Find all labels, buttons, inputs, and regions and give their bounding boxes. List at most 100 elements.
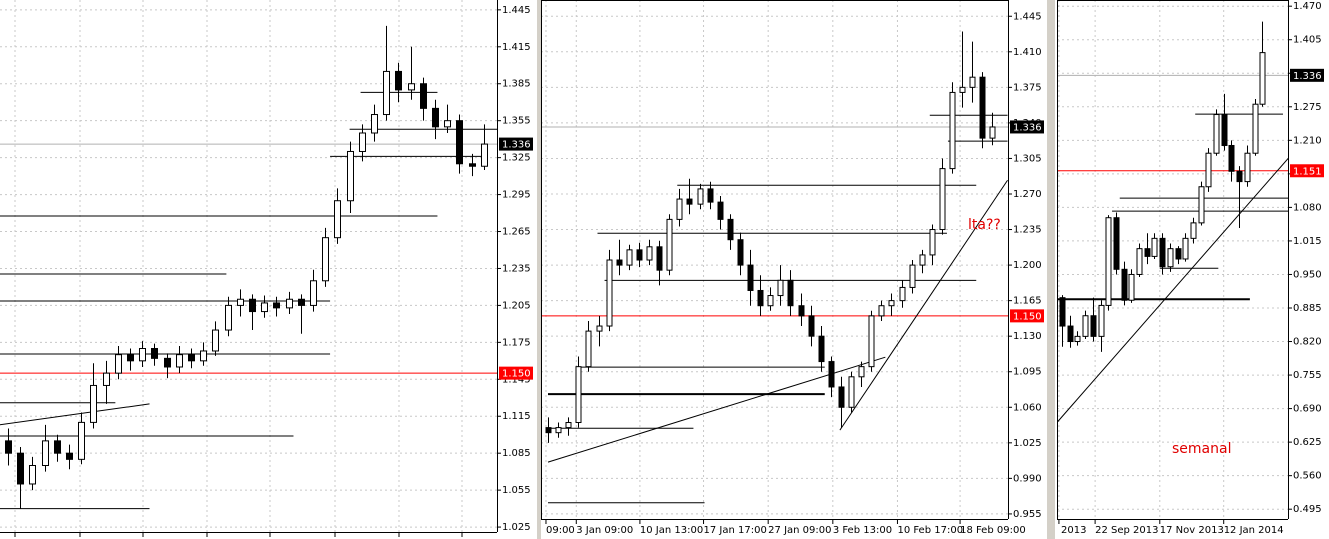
x-tick-label: 17 Nov 2013 bbox=[1160, 525, 1224, 536]
y-tick-label: 1.270 bbox=[1013, 189, 1042, 200]
candle-body bbox=[1136, 248, 1143, 275]
candle-body bbox=[838, 386, 845, 408]
candle-body bbox=[54, 440, 61, 454]
candle-body bbox=[686, 198, 693, 205]
candle-body bbox=[1198, 186, 1205, 224]
candle-body bbox=[261, 302, 268, 313]
y-tick-label: 1.205 bbox=[502, 300, 531, 311]
candle-body bbox=[212, 329, 219, 352]
candle-body bbox=[395, 70, 402, 91]
candle-body bbox=[151, 348, 158, 359]
trend-line bbox=[547, 356, 886, 463]
candle-body bbox=[606, 259, 613, 327]
candle-body bbox=[347, 150, 354, 202]
candle-body bbox=[565, 422, 572, 429]
candle-body bbox=[747, 264, 754, 291]
y-tick-label: 1.165 bbox=[1013, 296, 1042, 307]
y-tick-label: 0.820 bbox=[1293, 337, 1322, 348]
candle-body bbox=[959, 86, 966, 93]
candle-body bbox=[1236, 170, 1243, 183]
price-label: 1.150 bbox=[1013, 311, 1042, 322]
candle-body bbox=[616, 259, 623, 266]
candle-body bbox=[1113, 217, 1120, 270]
y-tick-label: 1.175 bbox=[502, 337, 531, 348]
y-tick-label: 1.295 bbox=[502, 190, 531, 201]
y-tick-label: 0.885 bbox=[1293, 303, 1322, 314]
candle-body bbox=[456, 120, 463, 165]
y-tick-label: 1.095 bbox=[1013, 367, 1042, 378]
y-tick-label: 1.470 bbox=[1293, 1, 1322, 12]
x-tick-label: 18 Feb 09:00 bbox=[960, 525, 1026, 536]
candle-body bbox=[949, 91, 956, 170]
candle-body bbox=[787, 279, 794, 307]
y-tick-label: 1.235 bbox=[1013, 225, 1042, 236]
y-tick-label: 1.445 bbox=[502, 5, 531, 16]
y-tick-label: 0.955 bbox=[1013, 509, 1042, 520]
x-tick-label: 12 Jan 2014 bbox=[1224, 525, 1284, 536]
candle-body bbox=[1074, 335, 1081, 343]
y-tick-label: 1.235 bbox=[502, 263, 531, 274]
y-tick-label: 1.080 bbox=[1293, 202, 1322, 213]
candle-body bbox=[919, 254, 926, 266]
price-label-box bbox=[499, 137, 533, 151]
candle-body bbox=[383, 70, 390, 116]
candle-body bbox=[798, 305, 805, 317]
candle-body bbox=[334, 200, 341, 239]
candle-body bbox=[626, 249, 633, 266]
candle-body bbox=[17, 452, 24, 485]
candle-body bbox=[878, 305, 885, 317]
candle-body bbox=[286, 298, 293, 309]
candle-body bbox=[103, 372, 110, 386]
candle-body bbox=[444, 120, 451, 128]
candle-body bbox=[596, 325, 603, 332]
trend-line bbox=[1057, 157, 1288, 423]
candle-body bbox=[899, 286, 906, 302]
y-tick-label: 1.210 bbox=[1293, 135, 1322, 146]
candle-body bbox=[115, 354, 122, 374]
y-tick-label: 1.115 bbox=[502, 411, 531, 422]
y-tick-label: 1.085 bbox=[502, 448, 531, 459]
candle-body bbox=[727, 218, 734, 241]
candle-body bbox=[656, 246, 663, 271]
candle-body bbox=[767, 295, 774, 307]
x-tick-label: 3 Jan 09:00 bbox=[576, 525, 633, 536]
candle-body bbox=[1221, 114, 1228, 146]
candle-body bbox=[757, 289, 764, 307]
x-tick-label: 27 Jan 09:00 bbox=[768, 525, 831, 536]
candle-body bbox=[1159, 237, 1166, 268]
price-label: 1.336 bbox=[1013, 122, 1042, 133]
candle-body bbox=[646, 246, 653, 261]
candle-body bbox=[90, 384, 97, 423]
y-tick-label: 0.625 bbox=[1293, 437, 1322, 448]
panel-separator bbox=[537, 0, 541, 539]
y-tick-label: 0.990 bbox=[1013, 473, 1042, 484]
x-tick-label: 09:00 bbox=[546, 525, 575, 536]
candle-body bbox=[1059, 297, 1066, 327]
candle-body bbox=[408, 83, 415, 91]
candle-body bbox=[310, 280, 317, 306]
y-tick-label: 1.375 bbox=[1013, 82, 1042, 93]
candle-body bbox=[1259, 52, 1266, 105]
candle-body bbox=[707, 188, 714, 203]
y-tick-label: 0.950 bbox=[1293, 269, 1322, 280]
x-tick-label: 10 Jan 13:00 bbox=[640, 525, 703, 536]
y-tick-label: 1.025 bbox=[502, 522, 531, 533]
y-tick-label: 0.560 bbox=[1293, 471, 1322, 482]
candle-body bbox=[42, 440, 49, 466]
plot-area bbox=[0, 0, 497, 532]
x-tick-label: 2013 bbox=[1061, 525, 1086, 536]
candle-body bbox=[929, 229, 936, 256]
chart-panel: 1.445 1.415 1.385 1.355 1.325 1.295 1.265 1.235… bbox=[0, 0, 533, 537]
candle-body bbox=[298, 298, 305, 306]
y-tick-label: 1.445 bbox=[1013, 11, 1042, 22]
candle-body bbox=[322, 237, 329, 282]
candle-body bbox=[5, 440, 12, 454]
candle-body bbox=[225, 304, 232, 331]
candle-body bbox=[249, 298, 256, 313]
candle-body bbox=[200, 350, 207, 362]
candle-body bbox=[777, 279, 784, 297]
candle-body bbox=[1082, 315, 1089, 337]
candle-body bbox=[818, 335, 825, 363]
y-tick-label: 1.060 bbox=[1013, 402, 1042, 413]
